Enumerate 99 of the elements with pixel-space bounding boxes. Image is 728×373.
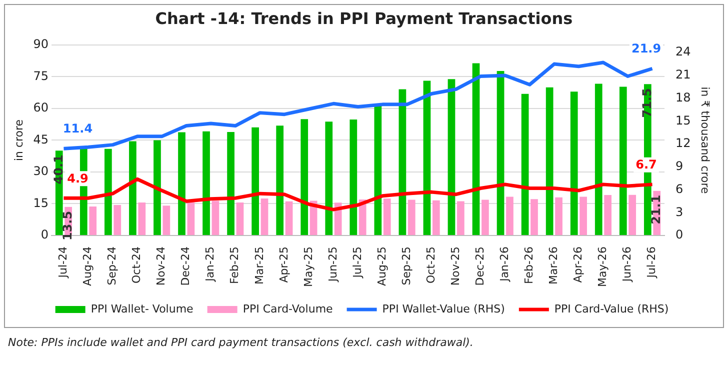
data-label: 13.5 [60,210,74,241]
y2-axis-title: in ₹ thousand crore [698,86,712,194]
bar [546,87,554,235]
bar [162,206,170,235]
y2-tick-label: 15 [676,113,691,128]
bar [604,195,612,235]
data-label: 11.4 [62,122,93,136]
data-label: 40.1 [51,154,66,184]
bar [187,202,195,235]
bar [374,104,382,235]
y-tick-label: 15 [33,196,48,210]
x-tick-label: Aug-25 [375,246,388,286]
data-label: 71.5 [640,88,654,118]
bar [521,94,529,235]
x-tick-label: Nov-24 [154,246,168,286]
legend-label: PPI Card-Value (RHS) [554,302,669,316]
bar [178,132,186,235]
y-tick-label: 30 [33,164,48,178]
x-tick-label: Jul-26 [645,246,658,279]
bar [129,141,136,235]
bar [114,205,122,235]
x-tick-label: Oct-24 [130,246,144,284]
bar [252,127,259,235]
bar [482,200,489,235]
bar [448,79,456,235]
x-tick-label: May-26 [596,246,610,287]
x-tick-label: Jan-26 [498,246,511,282]
y2-tick-label: 24 [676,44,691,59]
bar [227,132,234,235]
bar [300,119,308,235]
x-tick-label: Dec-24 [179,246,192,286]
y2-tick-label: 18 [676,90,691,104]
x-tick-label: Nov-25 [448,246,462,286]
y2-tick-label: 6 [676,182,684,196]
bar [398,89,406,235]
data-label: 6.7 [636,158,657,172]
bar [212,200,220,235]
bar [350,120,358,235]
y-axis-title: in crore [12,119,26,162]
x-tick-label: Jul-24 [56,246,70,279]
y2-tick-label: 21 [676,68,691,82]
x-tick-label: Feb-26 [522,246,536,284]
bar [325,122,333,235]
x-tick-label: Mar-26 [547,246,560,285]
data-label: 21.1 [648,194,663,224]
bar [423,80,431,235]
bar [580,196,587,235]
bar [457,201,464,235]
bar [472,63,480,235]
x-tick-label: Jan-25 [204,246,217,282]
chart-title: Chart -14: Trends in PPI Payment Transactions [154,9,574,28]
y2-tick-label: 3 [676,204,684,219]
x-tick-label: Mar-25 [252,246,266,285]
y2-tick-label: 0 [676,228,684,242]
bar [138,202,146,235]
bar [619,86,627,235]
x-tick-label: Jul-25 [350,246,364,279]
x-tick-label: Sep-25 [400,246,413,286]
y-tick-label: 75 [33,68,48,83]
bar [154,140,161,235]
bar [408,200,416,235]
legend-label: PPI Card-Volume [242,302,334,316]
bar [555,197,562,235]
legend-label: PPI Wallet-Value (RHS) [382,302,505,316]
text: Note: PPIs include wallet and PPI card payment transactions (excl. cash withdrawal). [8,336,474,349]
legend-label: PPI Wallet- Volume [90,302,194,316]
bar [236,202,244,235]
y-tick-label: 0 [40,228,48,242]
bar [496,71,504,235]
bar [285,201,293,235]
y-tick-label: 60 [33,100,48,115]
y-tick-label: 45 [33,132,48,146]
bar [432,200,440,235]
bar [104,148,112,235]
bar [628,194,636,235]
y2-tick-label: 12 [676,136,691,150]
y-tick-label: 90 [33,37,48,52]
bar [260,198,268,235]
bar [89,206,97,235]
bar [276,126,284,235]
bar [383,198,391,235]
bar [202,131,210,235]
x-tick-label: Apr-25 [277,246,290,283]
bar [594,84,602,235]
bar [570,92,578,235]
x-tick-label: Jun-25 [326,246,340,283]
bar [530,199,538,235]
y2-tick-label: 9 [676,159,684,174]
bar [506,196,514,235]
data-label: 4.9 [67,171,88,186]
data-label: 21.9 [631,42,662,56]
x-tick-label: Apr-26 [572,246,585,283]
x-tick-label: May-25 [302,246,315,287]
x-tick-label: Dec-25 [473,246,486,286]
x-tick-label: Jun-26 [620,246,634,283]
x-tick-label: Oct-25 [424,246,438,284]
x-tick-label: Feb-25 [228,246,242,284]
x-tick-label: Aug-24 [81,246,94,286]
x-tick-label: Sep-24 [106,246,119,286]
